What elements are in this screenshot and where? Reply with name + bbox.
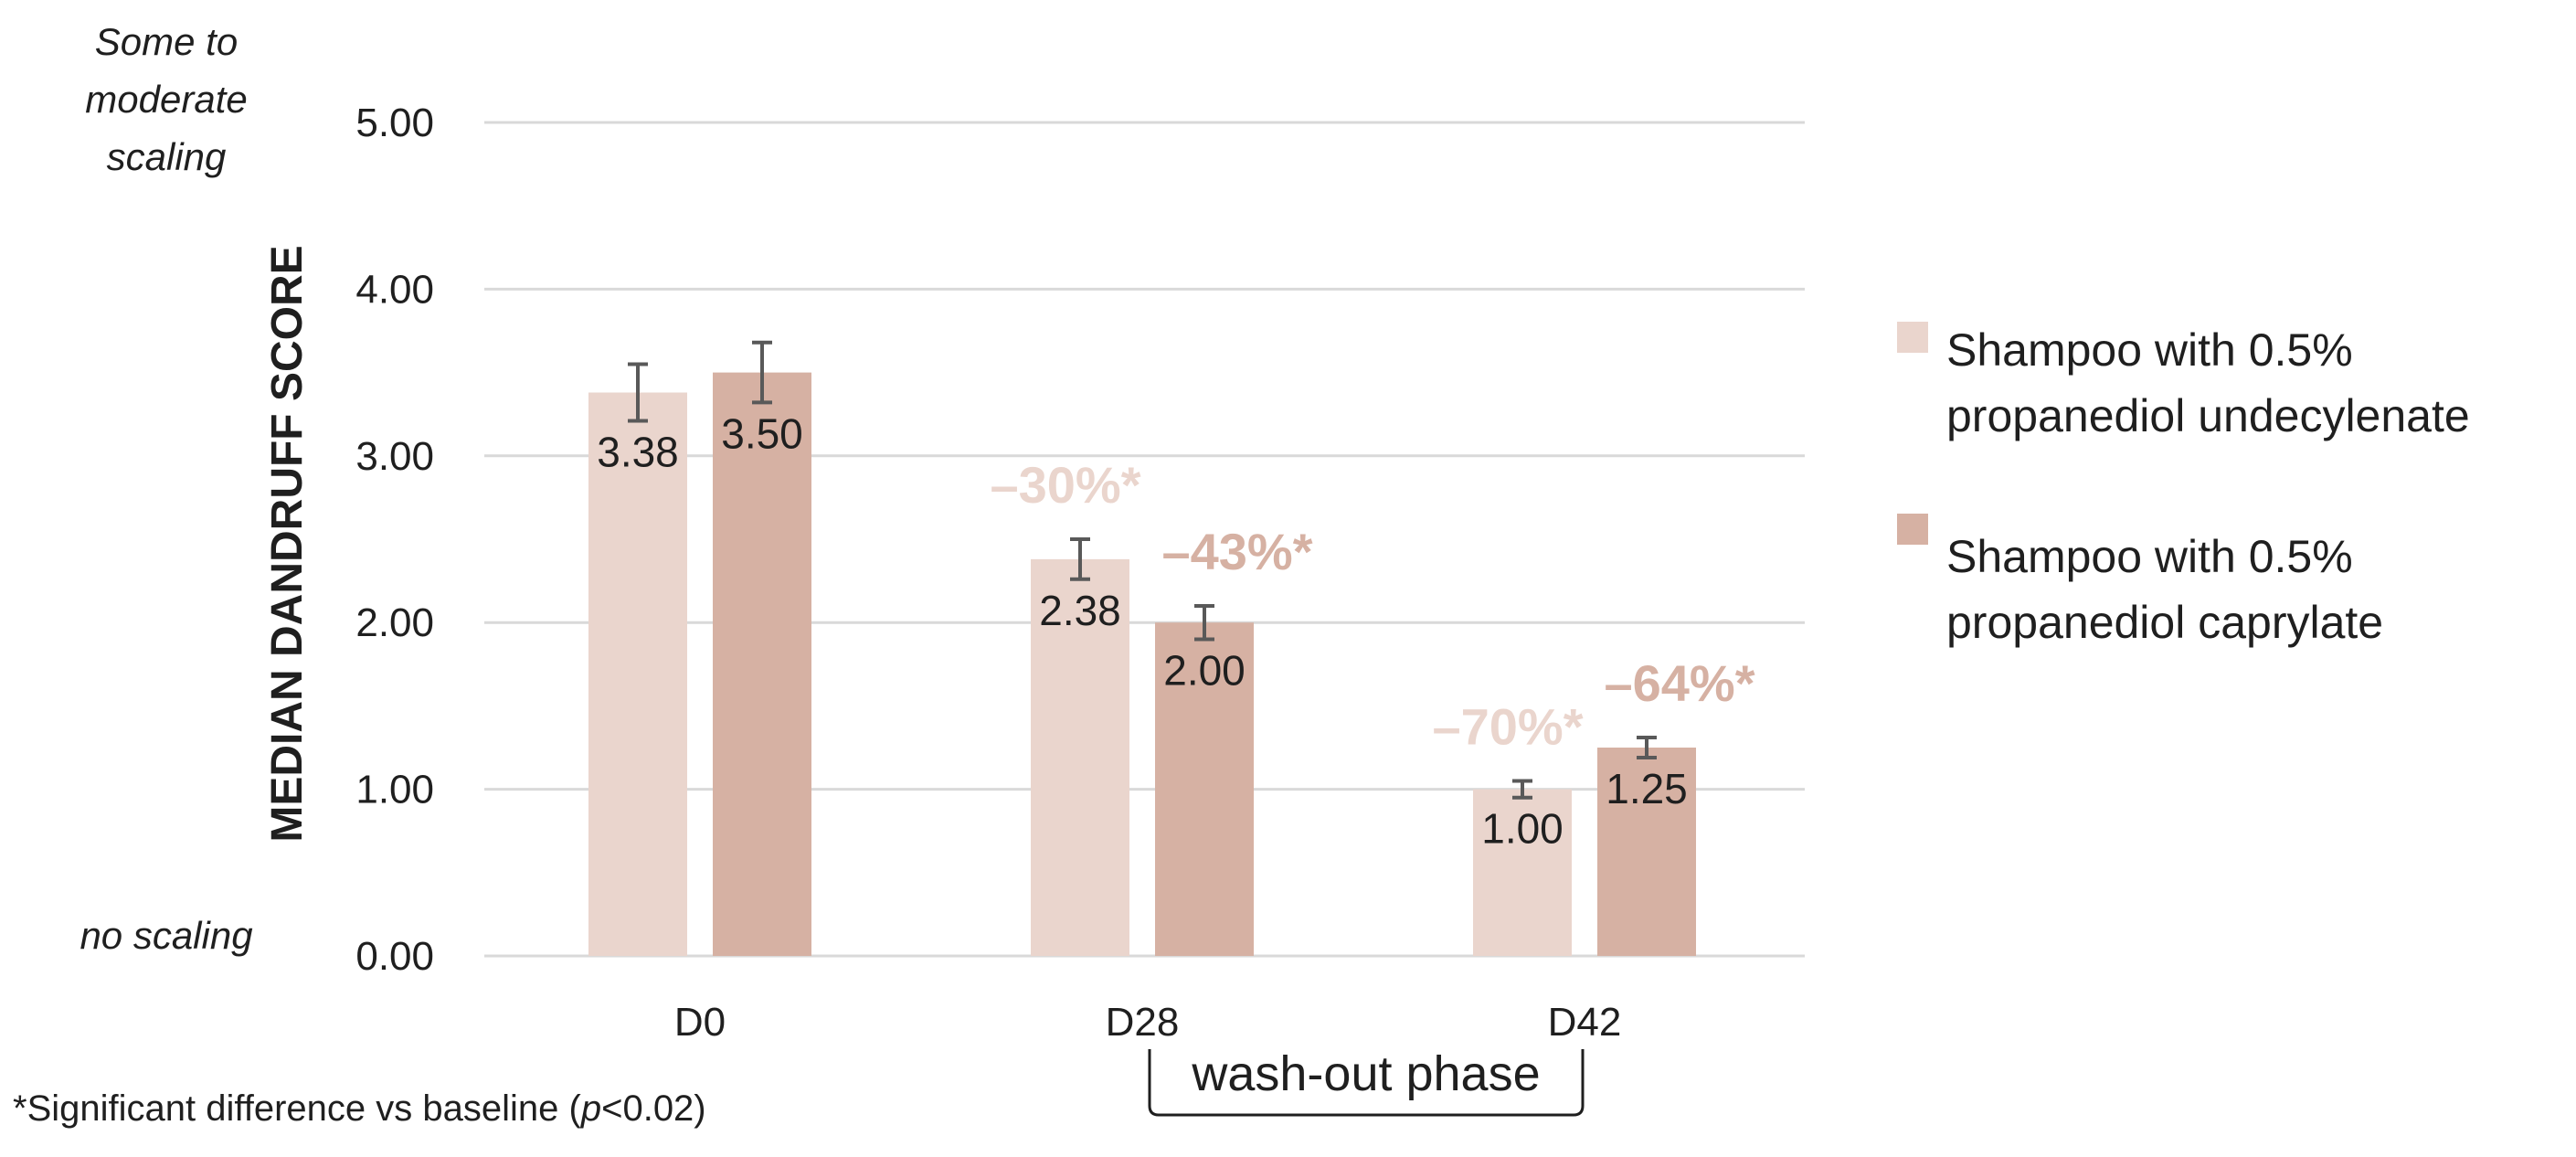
- x-tick-label: D42: [1548, 1000, 1622, 1045]
- error-bar: [1194, 603, 1214, 642]
- legend: Shampoo with 0.5% propanediol undecylena…: [1897, 322, 2470, 648]
- gridlines: [484, 121, 1805, 958]
- error-bar: [1070, 537, 1090, 581]
- y-tick-label: 5.00: [355, 101, 434, 145]
- footnote-suffix: <0.02): [601, 1088, 706, 1129]
- bars: [588, 372, 1696, 957]
- bar: [1155, 622, 1254, 956]
- y-tick-label: 3.00: [355, 434, 434, 479]
- footnote: *Significant difference vs baseline (p<0…: [13, 1088, 706, 1129]
- scale-top-line-3: scaling: [107, 135, 227, 178]
- legend-label-undecylenate-line-2: propanediol undecylenate: [1946, 390, 2470, 441]
- error-bar: [628, 362, 648, 423]
- wash-out-bracket: wash-out phase: [1148, 1046, 1585, 1117]
- scale-annotation-bottom: no scaling: [80, 914, 252, 957]
- x-axis-ticks: D0 D28 D42: [674, 1000, 1621, 1045]
- change-label: –70%*: [1432, 697, 1583, 755]
- error-bar: [752, 340, 772, 405]
- value-label: 1.25: [1606, 765, 1688, 812]
- scale-top-line-1: Some to: [95, 20, 238, 63]
- y-tick-label: 2.00: [355, 600, 434, 645]
- value-label: 2.38: [1039, 587, 1121, 634]
- y-tick-label: 1.00: [355, 768, 434, 812]
- bar: [588, 392, 687, 956]
- x-tick-label: D28: [1106, 1000, 1180, 1045]
- legend-label-caprylate-line-2: propanediol caprylate: [1946, 597, 2383, 648]
- wash-out-label: wash-out phase: [1191, 1046, 1540, 1101]
- bar: [1031, 558, 1129, 956]
- value-label: 2.00: [1163, 646, 1246, 694]
- error-bar: [1512, 779, 1532, 800]
- footnote-p: p: [580, 1088, 601, 1129]
- y-tick-label: 4.00: [355, 267, 434, 312]
- value-label: 3.50: [721, 409, 803, 457]
- x-tick-label: D0: [674, 1000, 726, 1045]
- bar: [1597, 748, 1696, 956]
- error-bars: [628, 340, 1657, 800]
- change-label: –43%*: [1161, 523, 1312, 580]
- footnote-prefix: *Significant difference vs baseline (: [13, 1088, 582, 1129]
- legend-label-caprylate-line-1: Shampoo with 0.5%: [1946, 531, 2353, 582]
- change-label: –64%*: [1604, 654, 1754, 712]
- bar: [1473, 789, 1572, 956]
- legend-swatch-undecylenate: [1897, 322, 1928, 353]
- value-label: 1.00: [1481, 805, 1564, 853]
- change-label: –30%*: [990, 456, 1140, 514]
- wash-out-bracket-line: [1148, 1049, 1585, 1117]
- scale-annotation-top: Some to moderate scaling: [85, 20, 247, 178]
- scale-top-line-2: moderate: [85, 78, 247, 121]
- value-label: 3.38: [597, 428, 679, 475]
- y-axis-title: MEDIAN DANDRUFF SCORE: [263, 245, 312, 842]
- y-tick-label: 0.00: [355, 934, 434, 979]
- legend-swatch-caprylate: [1897, 514, 1928, 545]
- bar: [713, 372, 811, 957]
- legend-label-undecylenate-line-1: Shampoo with 0.5%: [1946, 324, 2353, 376]
- data-labels: 3.38 2.38 –30%* 1.00 –70%* 3.50 2.00 –43%* 1.25 –…: [597, 409, 1754, 852]
- y-axis-ticks: 0.00 1.00 2.00 3.00 4.00 5.00: [355, 101, 434, 979]
- error-bar: [1637, 736, 1657, 759]
